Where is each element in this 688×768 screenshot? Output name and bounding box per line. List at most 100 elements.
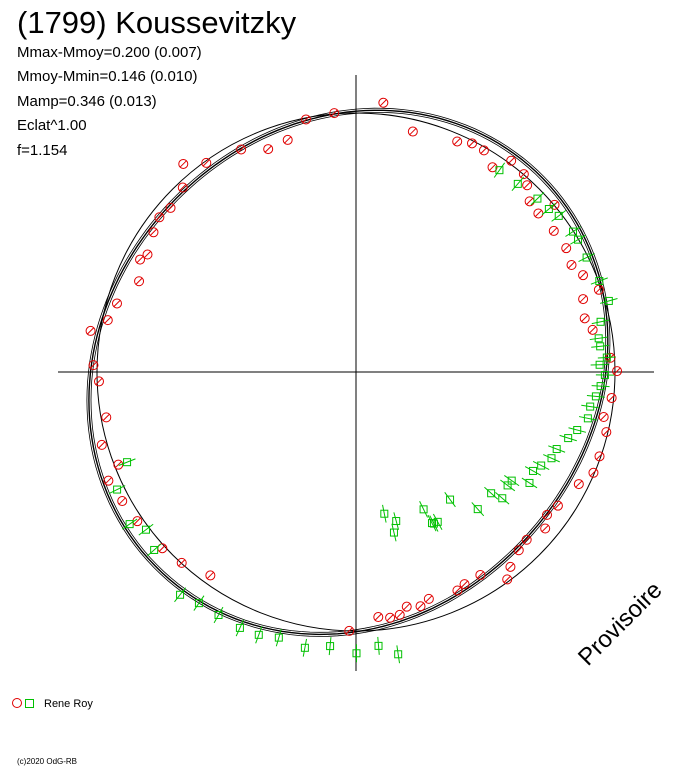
point-marker xyxy=(176,557,187,568)
data-point-square xyxy=(374,636,383,655)
error-bar xyxy=(591,344,610,348)
legend-label: Rene Roy xyxy=(44,698,93,710)
error-bar xyxy=(417,602,424,610)
point-marker xyxy=(566,260,577,271)
data-point-circle xyxy=(505,561,516,572)
data-point-square xyxy=(559,434,577,443)
error-bar xyxy=(507,563,514,571)
data-point-circle xyxy=(113,459,124,470)
data-point-circle xyxy=(467,138,478,149)
point-marker xyxy=(507,476,516,485)
point-marker xyxy=(101,412,112,423)
error-bar xyxy=(113,300,121,307)
error-bar xyxy=(590,469,597,477)
error-bar xyxy=(147,543,162,557)
error-bar xyxy=(504,475,520,487)
point-marker xyxy=(540,523,551,534)
point-marker xyxy=(513,545,524,556)
data-point-square xyxy=(500,479,516,492)
data-point-circle xyxy=(521,534,532,545)
data-point-circle xyxy=(177,182,188,193)
point-marker xyxy=(374,641,383,650)
error-bar xyxy=(597,356,616,359)
data-point-circle xyxy=(88,360,99,371)
data-point-circle xyxy=(452,136,463,147)
error-bar xyxy=(179,160,187,168)
point-marker xyxy=(594,334,603,343)
point-marker xyxy=(502,574,513,585)
data-point-square xyxy=(595,371,614,380)
error-bar xyxy=(409,128,417,135)
data-point-square xyxy=(471,502,485,517)
error-bar xyxy=(543,454,560,463)
point-marker xyxy=(446,495,455,504)
error-bar xyxy=(235,619,245,637)
data-point-square xyxy=(597,353,616,362)
data-point-circle xyxy=(344,625,355,636)
point-marker xyxy=(385,612,396,623)
data-point-square xyxy=(532,461,550,471)
data-point-circle xyxy=(524,196,535,207)
data-point-circle xyxy=(96,439,107,450)
error-bar xyxy=(425,595,433,603)
point-marker xyxy=(542,509,553,520)
point-marker xyxy=(96,439,107,450)
point-marker xyxy=(423,593,434,604)
point-marker xyxy=(533,194,542,203)
error-bar xyxy=(602,428,610,436)
error-bar xyxy=(575,480,583,488)
data-point-circle xyxy=(601,427,612,438)
data-point-circle xyxy=(587,324,598,335)
data-point-circle xyxy=(111,298,122,309)
point-marker xyxy=(150,545,159,554)
error-bar xyxy=(554,502,562,510)
data-point-square xyxy=(530,192,545,206)
error-bar xyxy=(589,326,596,334)
data-point-square xyxy=(389,523,398,542)
error-bar xyxy=(330,109,338,117)
error-bar xyxy=(565,226,581,237)
data-point-circle xyxy=(134,276,145,287)
point-marker xyxy=(473,505,482,514)
data-point-square xyxy=(495,491,510,505)
error-bar xyxy=(489,163,496,171)
point-marker xyxy=(165,202,176,213)
point-marker xyxy=(505,561,516,572)
page-title: (1799) Koussevitzky xyxy=(17,5,297,40)
point-marker xyxy=(103,475,114,486)
error-bar xyxy=(590,277,608,285)
point-marker xyxy=(552,500,563,511)
data-point-circle xyxy=(533,208,544,219)
point-marker xyxy=(194,599,203,608)
point-marker xyxy=(205,570,216,581)
point-marker xyxy=(380,509,389,518)
point-marker xyxy=(135,254,146,265)
data-point-circle xyxy=(394,609,405,620)
data-point-square xyxy=(138,523,154,536)
data-point-circle xyxy=(518,169,529,180)
point-marker xyxy=(544,205,553,214)
point-marker xyxy=(573,479,584,490)
point-marker xyxy=(142,249,153,260)
point-marker xyxy=(274,633,283,642)
error-bar xyxy=(379,99,387,107)
error-bar xyxy=(551,209,567,222)
point-marker xyxy=(235,623,244,632)
point-marker xyxy=(587,324,598,335)
point-marker xyxy=(564,434,573,443)
data-point-square xyxy=(147,543,162,557)
error-bar xyxy=(393,512,400,530)
point-marker xyxy=(518,169,529,180)
point-marker xyxy=(134,276,145,287)
data-point-circle xyxy=(452,585,463,596)
error-bar xyxy=(156,213,163,221)
point-marker xyxy=(604,296,613,305)
error-bar xyxy=(403,603,411,611)
point-marker xyxy=(573,426,582,435)
point-marker xyxy=(612,366,623,377)
stat-mean-minus-min: Mmoy-Mmin=0.146 (0.010) xyxy=(17,68,198,85)
error-bar xyxy=(302,116,310,123)
error-bar xyxy=(578,416,597,421)
error-bar xyxy=(98,441,106,449)
